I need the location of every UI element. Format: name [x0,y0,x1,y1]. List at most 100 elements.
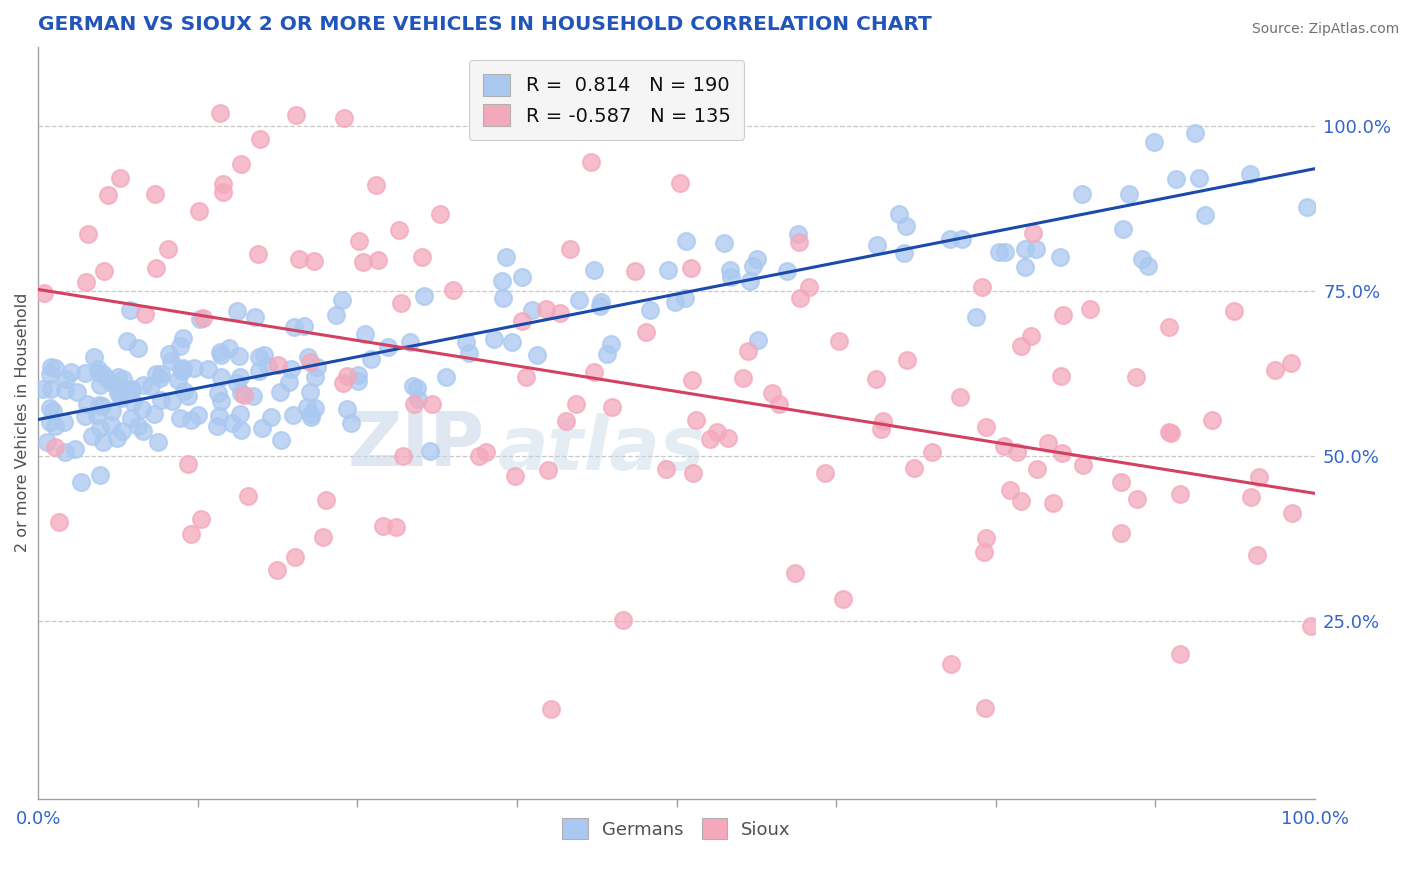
Point [89,366,111,380]
Point [180,412,202,426]
Point [70,475,93,489]
Point [965,310,987,324]
Point [974,531,997,545]
Point [405,381,427,395]
Point [406,392,429,406]
Point [143,407,166,421]
Point [148,435,170,450]
Point [325,308,347,322]
Point [638,303,661,318]
Point [330,293,353,307]
Point [231,156,253,170]
Point [994,244,1017,259]
Point [120,384,142,398]
Point [783,566,806,580]
Point [988,244,1011,259]
Point [1112,222,1135,236]
Point [456,334,478,349]
Text: atlas: atlas [498,413,706,485]
Point [1168,647,1191,661]
Point [565,397,588,411]
Point [75,366,97,380]
Point [302,254,325,268]
Point [1184,127,1206,141]
Point [212,178,235,192]
Point [429,206,451,220]
Point [973,545,995,559]
Point [96,372,118,386]
Point [675,234,697,248]
Point [211,370,233,384]
Point [939,657,962,671]
Point [59,365,82,379]
Point [315,493,337,508]
Point [441,283,464,297]
Text: ZIP: ZIP [347,409,485,482]
Point [209,347,232,361]
Point [540,702,562,716]
Point [283,319,305,334]
Point [786,227,808,241]
Point [1170,487,1192,501]
Point [1118,186,1140,201]
Point [127,418,149,433]
Text: Source: ZipAtlas.com: Source: ZipAtlas.com [1251,22,1399,37]
Point [76,397,98,411]
Point [169,411,191,425]
Point [503,469,526,483]
Point [491,274,513,288]
Point [970,280,993,294]
Point [173,384,195,399]
Point [107,385,129,400]
Point [347,368,370,382]
Point [207,385,229,400]
Point [457,346,479,360]
Point [1049,250,1071,264]
Point [170,361,193,376]
Point [634,325,657,339]
Point [949,390,972,404]
Point [993,439,1015,453]
Point [111,425,134,439]
Point [411,250,433,264]
Point [706,425,728,439]
Point [32,286,55,301]
Point [270,433,292,447]
Point [110,171,132,186]
Point [537,463,560,477]
Point [1050,368,1073,383]
Point [388,223,411,237]
Point [157,347,180,361]
Point [169,339,191,353]
Point [304,370,326,384]
Point [1296,200,1319,214]
Point [143,186,166,201]
Point [1166,172,1188,186]
Point [347,374,370,388]
Point [1070,187,1092,202]
Point [832,591,855,606]
Point [44,419,66,434]
Point [172,331,194,345]
Point [80,429,103,443]
Point [183,361,205,376]
Point [208,409,231,423]
Point [159,354,181,368]
Point [107,370,129,384]
Point [1223,303,1246,318]
Point [100,418,122,433]
Point [682,466,704,480]
Point [218,341,240,355]
Point [673,291,696,305]
Point [162,394,184,409]
Point [713,236,735,251]
Point [526,348,548,362]
Point [304,401,326,416]
Point [89,377,111,392]
Point [73,409,96,423]
Point [250,421,273,435]
Point [1125,370,1147,384]
Point [1026,461,1049,475]
Point [121,382,143,396]
Point [115,334,138,348]
